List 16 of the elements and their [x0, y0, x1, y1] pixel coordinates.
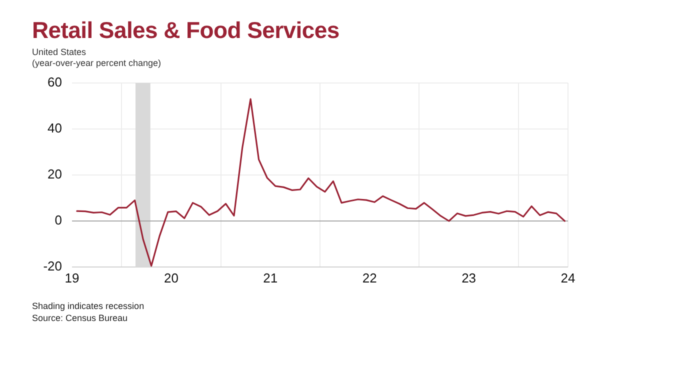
x-tick-label: 22	[362, 270, 377, 286]
y-tick-label: 0	[54, 212, 62, 228]
chart-title: Retail Sales & Food Services	[32, 17, 340, 44]
x-tick-label: 23	[462, 270, 476, 286]
text: Shading indicates recession	[32, 300, 144, 312]
y-tick-label: 60	[48, 74, 62, 90]
x-tick-label: 24	[560, 270, 576, 286]
x-tick-label: 21	[263, 270, 278, 286]
x-tick-label: 20	[164, 270, 178, 286]
y-tick-label: 40	[48, 120, 62, 136]
y-tick-label: -20	[43, 258, 62, 274]
y-axis-title: (year-over-year percent change)	[32, 58, 162, 69]
y-tick-label: 20	[48, 166, 62, 182]
chart-subtitle: United States	[32, 47, 88, 58]
x-tick-label: 19	[64, 270, 80, 286]
source-note: Source: Census Bureau	[32, 312, 129, 324]
